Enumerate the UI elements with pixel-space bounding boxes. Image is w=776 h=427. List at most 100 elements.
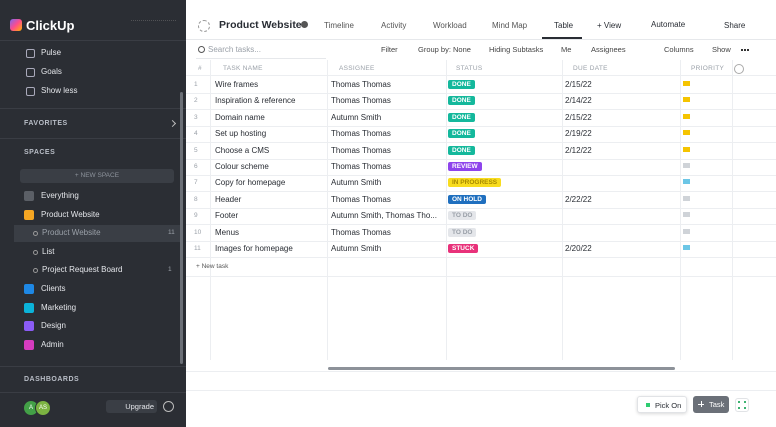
- assignee[interactable]: Thomas Thomas: [331, 96, 391, 106]
- nav-icon: [26, 49, 35, 58]
- search-input[interactable]: Search tasks...: [208, 45, 261, 54]
- chevron: [168, 119, 177, 128]
- task-name[interactable]: Domain name: [215, 112, 265, 122]
- status-pill[interactable]: DONE: [448, 96, 475, 106]
- space-item[interactable]: Everything: [41, 191, 79, 200]
- status-pill[interactable]: DONE: [448, 112, 475, 122]
- scrollbar: [180, 92, 183, 364]
- view-tab[interactable]: Workload: [433, 21, 467, 30]
- upgrade-button[interactable]: Upgrade: [106, 400, 157, 413]
- automate-button[interactable]: Automate: [651, 20, 686, 29]
- task-name[interactable]: Images for homepage: [215, 244, 293, 253]
- task-button[interactable]: Task: [693, 396, 729, 413]
- due-date[interactable]: 2/15/22: [565, 80, 592, 89]
- add-column: [734, 64, 744, 74]
- task-name[interactable]: Set up hosting: [215, 129, 267, 139]
- due-date[interactable]: 2/12/22: [565, 145, 592, 155]
- add-view[interactable]: + View: [597, 21, 622, 30]
- status-pill[interactable]: TO DO: [448, 211, 477, 221]
- column-divider: [210, 60, 211, 360]
- column-header[interactable]: STATUS: [456, 65, 483, 72]
- toolbar-me[interactable]: Me: [561, 45, 572, 54]
- task-name[interactable]: Footer: [215, 211, 239, 221]
- task-name[interactable]: Colour scheme: [215, 162, 269, 171]
- task-name[interactable]: Header: [215, 194, 242, 204]
- assignee[interactable]: Thomas Thomas: [331, 80, 391, 89]
- row-number: 7: [194, 179, 198, 187]
- assignee[interactable]: Thomas Thomas: [331, 227, 391, 237]
- status-pill[interactable]: TO DO: [448, 227, 477, 237]
- column-header[interactable]: #: [198, 65, 202, 72]
- task-name[interactable]: Copy for homepage: [215, 178, 286, 188]
- share-button[interactable]: Share: [724, 21, 746, 30]
- toolbar-show[interactable]: Show: [712, 45, 731, 54]
- assignee[interactable]: Thomas Thomas: [331, 194, 391, 204]
- list-item[interactable]: Project Request Board: [42, 265, 123, 274]
- status-pill[interactable]: REVIEW: [448, 162, 482, 171]
- toolbar-columns[interactable]: Columns: [664, 45, 694, 54]
- assignee[interactable]: Autumn Smith, Thomas Tho...: [331, 211, 437, 221]
- space-item[interactable]: Marketing: [41, 302, 77, 312]
- task-name[interactable]: Wire frames: [215, 80, 259, 89]
- toolbar-filter[interactable]: Filter: [381, 45, 398, 54]
- new-task[interactable]: + New task: [196, 263, 229, 270]
- column-header[interactable]: DUE DATE: [573, 65, 608, 72]
- space-item[interactable]: Product Website: [41, 209, 100, 219]
- nav-item[interactable]: Show less: [41, 86, 78, 95]
- column-header[interactable]: ASSIGNEE: [339, 65, 375, 72]
- footer-line: [186, 371, 776, 372]
- column-divider: [680, 60, 681, 360]
- row-number: 11: [194, 245, 201, 252]
- due-date[interactable]: 2/20/22: [565, 244, 592, 253]
- view-tab[interactable]: Table: [554, 21, 574, 30]
- status-pill[interactable]: IN PROGRESS: [448, 178, 502, 188]
- footer-line: [186, 390, 776, 391]
- section-heading[interactable]: DASHBOARDS: [24, 376, 80, 383]
- column-header[interactable]: TASK NAME: [223, 65, 263, 72]
- due-date[interactable]: 2/15/22: [565, 112, 592, 122]
- space-icon: [24, 209, 34, 220]
- list-item[interactable]: Product Website: [42, 228, 101, 237]
- task-name[interactable]: Choose a CMS: [215, 145, 270, 155]
- spinner-icon: [198, 20, 210, 32]
- assignee[interactable]: Thomas Thomas: [331, 145, 391, 155]
- list-item[interactable]: List: [42, 246, 55, 256]
- status-pill[interactable]: DONE: [448, 80, 475, 89]
- assignee[interactable]: Autumn Smith: [331, 244, 382, 253]
- task-name[interactable]: Menus: [215, 227, 240, 237]
- toolbar-subtasks[interactable]: Hiding Subtasks: [489, 45, 544, 54]
- status-pill[interactable]: DONE: [448, 129, 475, 139]
- assignee[interactable]: Thomas Thomas: [331, 129, 391, 139]
- pick-dot: [646, 403, 650, 407]
- section-heading[interactable]: SPACES: [24, 149, 56, 156]
- status-pill[interactable]: DONE: [448, 145, 475, 155]
- space-item[interactable]: Design: [41, 321, 66, 331]
- toolbar-group-by[interactable]: Group by: None: [418, 45, 471, 54]
- status-pill[interactable]: STUCK: [448, 244, 479, 253]
- priority-flag: [683, 146, 690, 152]
- task-name[interactable]: Inspiration & reference: [215, 96, 296, 106]
- due-date[interactable]: 2/19/22: [565, 129, 592, 139]
- pick-button[interactable]: Pick On: [637, 396, 687, 413]
- status-pill[interactable]: ON HOLD: [448, 194, 486, 204]
- row-line: [186, 142, 776, 144]
- new-space-button[interactable]: + NEW SPACE: [20, 169, 174, 183]
- space-item[interactable]: Admin: [41, 340, 64, 350]
- horizontal-scrollbar: [328, 367, 675, 370]
- space-icon: [24, 191, 34, 201]
- column-header[interactable]: PRIORITY: [691, 65, 725, 72]
- assignee[interactable]: Autumn Smith: [331, 178, 382, 188]
- space-item[interactable]: Clients: [41, 284, 66, 293]
- section-heading[interactable]: FAVORITES: [24, 120, 68, 127]
- toolbar-assignees[interactable]: Assignees: [591, 45, 626, 54]
- assignee[interactable]: Thomas Thomas: [331, 162, 391, 171]
- assignee[interactable]: Autumn Smith: [331, 112, 382, 122]
- row-number: 10: [194, 228, 202, 236]
- view-tab[interactable]: Activity: [381, 21, 407, 30]
- due-date[interactable]: 2/22/22: [565, 194, 592, 204]
- view-tab[interactable]: Timeline: [324, 21, 354, 30]
- nav-item[interactable]: Goals: [41, 67, 62, 76]
- nav-item[interactable]: Pulse: [41, 48, 62, 57]
- due-date[interactable]: 2/14/22: [565, 96, 592, 106]
- view-tab[interactable]: Mind Map: [492, 21, 528, 30]
